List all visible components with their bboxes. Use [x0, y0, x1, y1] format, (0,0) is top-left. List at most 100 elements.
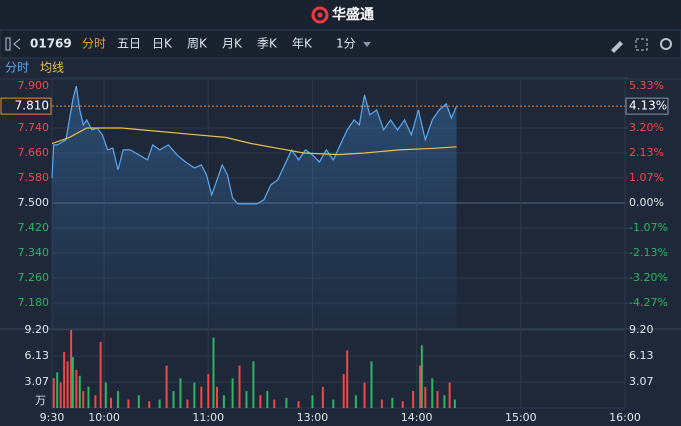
volume-bar — [70, 330, 73, 408]
volume-bar — [158, 399, 161, 408]
y2-tick-label: -1.07% — [629, 221, 668, 234]
x-tick-label: 16:00 — [609, 411, 641, 424]
volume-bar — [412, 391, 415, 408]
volume-bar — [401, 401, 404, 408]
volume-bar — [75, 369, 78, 408]
logo-icon — [311, 6, 329, 24]
volume-bar — [380, 399, 383, 408]
volume-bar — [354, 395, 357, 408]
volume-bar — [82, 391, 85, 408]
volume-bar — [148, 401, 151, 408]
volume-bar — [346, 350, 349, 408]
y2-tick-label: -3.20% — [629, 271, 668, 284]
collapse-button[interactable] — [5, 37, 21, 51]
volume-bar — [200, 386, 203, 408]
volume-bar — [127, 399, 130, 408]
volume-bar — [66, 361, 69, 408]
tab[interactable]: 月K — [222, 37, 243, 51]
volume-bar — [87, 386, 90, 408]
collapse-arrow — [13, 38, 21, 50]
volume-bar — [238, 365, 241, 408]
fullscreen-button[interactable] — [635, 38, 648, 51]
vol-tick-label: 3.07 — [629, 375, 654, 388]
last-price-label: 7.810 — [15, 99, 49, 113]
y-tick-label: 7.500 — [18, 196, 50, 209]
x-tick-label: 9:30 — [40, 411, 65, 424]
symbol: 01769 — [30, 37, 72, 51]
vol-tick-label: 3.07 — [25, 375, 50, 388]
volume-bar — [193, 382, 196, 408]
volume-bar — [266, 391, 269, 408]
volume-bar — [94, 395, 97, 408]
volume-bar — [52, 378, 55, 408]
y-tick-label: 7.340 — [18, 246, 50, 259]
volume-bar — [56, 372, 59, 408]
y2-tick-label: -2.13% — [629, 246, 668, 259]
volume-bar — [215, 386, 218, 408]
volume-bar — [321, 386, 324, 408]
volume-bar — [419, 365, 422, 408]
volume-bar — [78, 375, 81, 408]
volume-bar — [342, 374, 345, 408]
y2-tick-label: 0.00% — [629, 196, 664, 209]
volume-bar — [443, 395, 446, 408]
volume-bar — [297, 401, 300, 408]
last-change-box — [625, 97, 669, 115]
volume-bar — [137, 395, 140, 408]
last-change-label: 4.13% — [629, 99, 667, 113]
x-tick-label: 15:00 — [505, 411, 537, 424]
y-tick-label: 7.740 — [18, 121, 50, 134]
volume-bar — [231, 378, 234, 408]
price-line — [51, 85, 458, 205]
y2-tick-label: 2.13% — [629, 146, 664, 159]
volume-bar — [172, 391, 175, 408]
y-tick-label: 7.580 — [18, 171, 50, 184]
dropdown-arrow[interactable] — [363, 42, 371, 47]
volume-bar — [420, 345, 423, 408]
tab[interactable]: 分时 — [82, 37, 106, 51]
y2-tick-label: 3.20% — [629, 121, 664, 134]
volume-bar — [116, 391, 119, 408]
tab[interactable]: 年K — [292, 37, 313, 51]
vol-tick-label: 6.13 — [629, 349, 654, 362]
volume-bar — [453, 399, 456, 408]
header-bar — [0, 0, 681, 30]
average-line — [51, 127, 457, 156]
collapse-icon — [5, 37, 11, 51]
volume-bar — [363, 382, 366, 408]
volume-bar — [245, 391, 248, 408]
x-tick-label: 10:00 — [88, 411, 120, 424]
x-tick-label: 13:00 — [297, 411, 329, 424]
tabs: 分时 五日 日K 周K 月K 季K 年K — [82, 37, 313, 51]
vol-unit: 万 — [35, 394, 46, 407]
y-tick-label: 7.420 — [18, 221, 50, 234]
last-price-box — [0, 97, 52, 115]
volume-bar — [186, 399, 189, 408]
toolbar — [0, 29, 681, 59]
tab[interactable]: 周K — [187, 37, 208, 51]
volume-bar — [165, 365, 168, 408]
tab[interactable]: 日K — [152, 37, 173, 51]
volume-bar — [59, 382, 62, 408]
tab[interactable]: 五日 — [117, 37, 141, 51]
volume-bar — [448, 382, 451, 408]
volume-bar — [332, 399, 335, 408]
volume-bar — [207, 374, 210, 408]
tab[interactable]: 季K — [257, 37, 278, 51]
interval-select[interactable]: 1分 — [336, 37, 356, 51]
volume-bar — [285, 397, 288, 408]
volume-bar — [259, 395, 262, 408]
legend-entry: 分时 — [5, 61, 29, 75]
volume-bar — [63, 352, 66, 408]
settings-button[interactable] — [660, 38, 672, 50]
draw-tool[interactable] — [611, 41, 623, 53]
volume-bar — [110, 397, 113, 408]
y-tick-label: 7.260 — [18, 271, 50, 284]
volume-bar — [273, 399, 276, 408]
y-tick-label: 7.660 — [18, 146, 50, 159]
volume-bar — [99, 341, 102, 408]
price-area — [52, 86, 457, 328]
volume-bar — [311, 395, 314, 408]
volume-bar — [212, 337, 215, 408]
